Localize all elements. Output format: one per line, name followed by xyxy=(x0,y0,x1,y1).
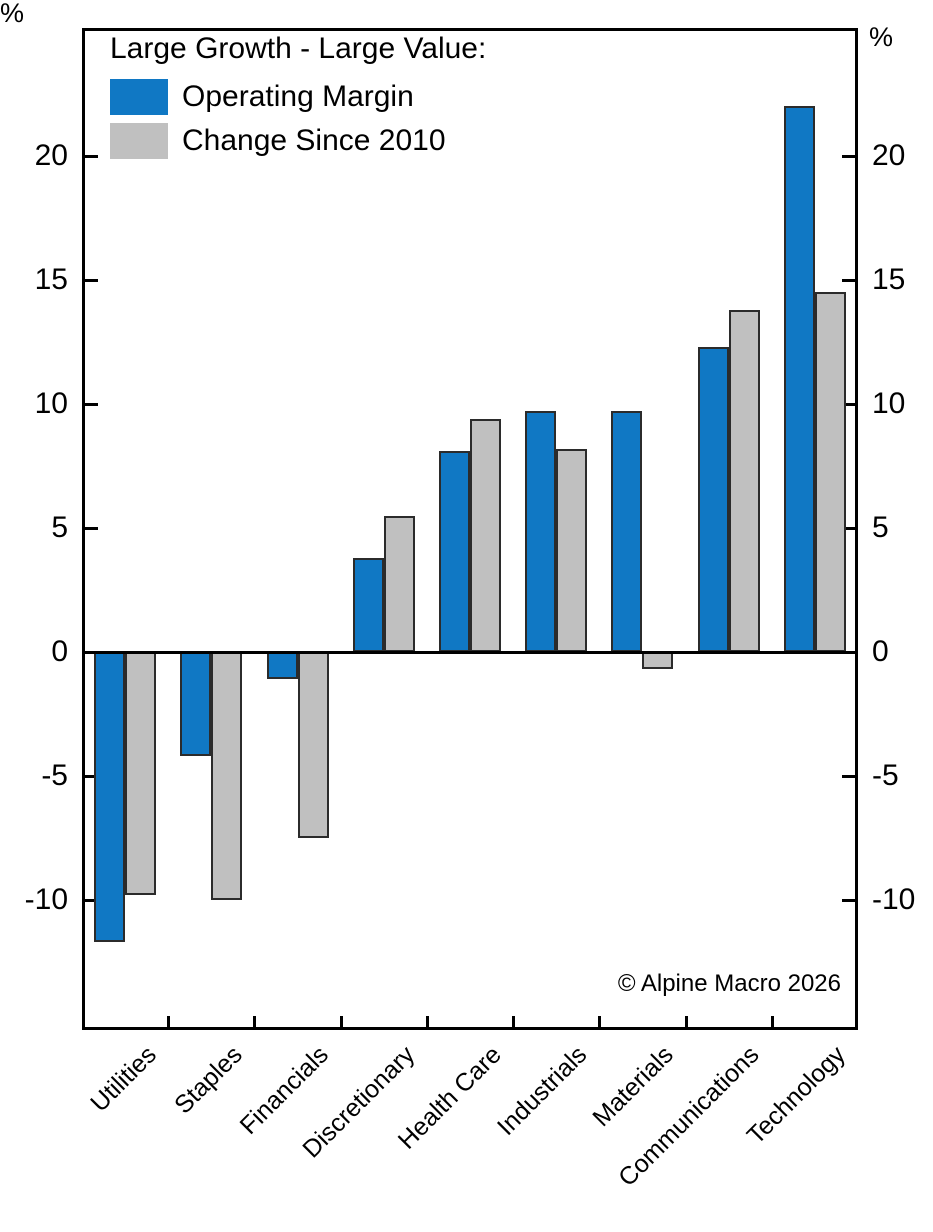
bar-technology-change-since-2010[interactable] xyxy=(814,292,846,652)
y-tick-mark-right xyxy=(842,899,858,902)
bar-materials-operating-margin[interactable] xyxy=(611,411,643,652)
bar-discretionary-change-since-2010[interactable] xyxy=(383,515,415,652)
legend-item-change-since-2010[interactable]: Change Since 2010 xyxy=(110,120,486,162)
y-tick-label-right: 15 xyxy=(872,263,906,296)
bar-communications-change-since-2010[interactable] xyxy=(728,309,760,652)
legend: Large Growth - Large Value: Operating Ma… xyxy=(110,34,486,164)
x-axis-label-utilities: Utilities xyxy=(84,1040,162,1118)
x-tick-mark xyxy=(167,1016,171,1030)
y-tick-mark-left xyxy=(82,155,98,158)
bar-staples-change-since-2010[interactable] xyxy=(211,652,243,900)
legend-title: Large Growth - Large Value: xyxy=(110,32,487,65)
x-axis-label-staples: Staples xyxy=(168,1040,248,1120)
x-axis-label-materials: Materials xyxy=(587,1040,679,1133)
x-tick-mark xyxy=(425,1016,429,1030)
y-tick-label-left: 15 xyxy=(34,263,68,296)
y-tick-label-left: 5 xyxy=(51,511,68,544)
bar-health-care-change-since-2010[interactable] xyxy=(470,418,501,652)
y-tick-mark-right xyxy=(842,403,858,406)
x-tick-mark xyxy=(684,1016,688,1030)
y-tick-mark-right xyxy=(842,279,858,282)
left-axis-unit-label: % xyxy=(0,0,25,28)
y-tick-label-left: 20 xyxy=(34,139,68,172)
legend-swatch-operating-margin xyxy=(110,79,168,115)
y-tick-label-left: 0 xyxy=(51,635,68,668)
bar-health-care-operating-margin[interactable] xyxy=(439,451,470,652)
x-tick-mark xyxy=(339,1016,343,1030)
bar-financials-change-since-2010[interactable] xyxy=(297,652,329,838)
y-tick-label-right: 5 xyxy=(872,511,889,544)
bar-communications-operating-margin[interactable] xyxy=(697,346,729,652)
y-tick-label-left: -5 xyxy=(41,759,68,792)
y-tick-mark-right xyxy=(842,527,858,530)
zero-baseline xyxy=(82,651,858,654)
y-tick-mark-left xyxy=(82,527,98,530)
y-tick-label-right: 20 xyxy=(872,139,906,172)
bar-industrials-operating-margin[interactable] xyxy=(525,411,557,652)
x-tick-mark xyxy=(770,1016,774,1030)
right-axis-unit-label: % xyxy=(869,22,894,52)
copyright-notice: © Alpine Macro 2026 xyxy=(617,970,841,997)
y-tick-label-right: 10 xyxy=(872,387,906,420)
y-tick-label-right: 0 xyxy=(872,635,889,668)
y-tick-label-right: -5 xyxy=(872,759,899,792)
y-tick-mark-right xyxy=(842,155,858,158)
y-tick-label-left: -10 xyxy=(24,883,68,916)
y-tick-mark-right xyxy=(842,775,858,778)
x-tick-mark xyxy=(253,1016,257,1030)
legend-label-change-since-2010: Change Since 2010 xyxy=(182,124,446,157)
y-tick-mark-left xyxy=(82,279,98,282)
y-tick-label-right: -10 xyxy=(872,883,916,916)
bar-technology-operating-margin[interactable] xyxy=(783,106,815,652)
bar-staples-operating-margin[interactable] xyxy=(180,652,212,757)
legend-item-operating-margin[interactable]: Operating Margin xyxy=(110,76,486,118)
y-tick-mark-left xyxy=(82,403,98,406)
bar-discretionary-operating-margin[interactable] xyxy=(352,557,384,652)
bar-utilities-operating-margin[interactable] xyxy=(94,652,126,943)
x-tick-mark xyxy=(598,1016,602,1030)
bar-financials-operating-margin[interactable] xyxy=(266,652,298,680)
legend-label-operating-margin: Operating Margin xyxy=(182,80,414,113)
bar-utilities-change-since-2010[interactable] xyxy=(125,652,157,896)
x-axis-label-industrials: Industrials xyxy=(492,1040,593,1141)
y-tick-mark-left xyxy=(82,899,98,902)
x-tick-mark xyxy=(512,1016,516,1030)
y-tick-mark-left xyxy=(82,775,98,778)
bar-materials-change-since-2010[interactable] xyxy=(642,652,674,670)
legend-swatch-change-since-2010 xyxy=(110,123,168,159)
bar-industrials-change-since-2010[interactable] xyxy=(556,448,588,652)
y-tick-label-left: 10 xyxy=(34,387,68,420)
